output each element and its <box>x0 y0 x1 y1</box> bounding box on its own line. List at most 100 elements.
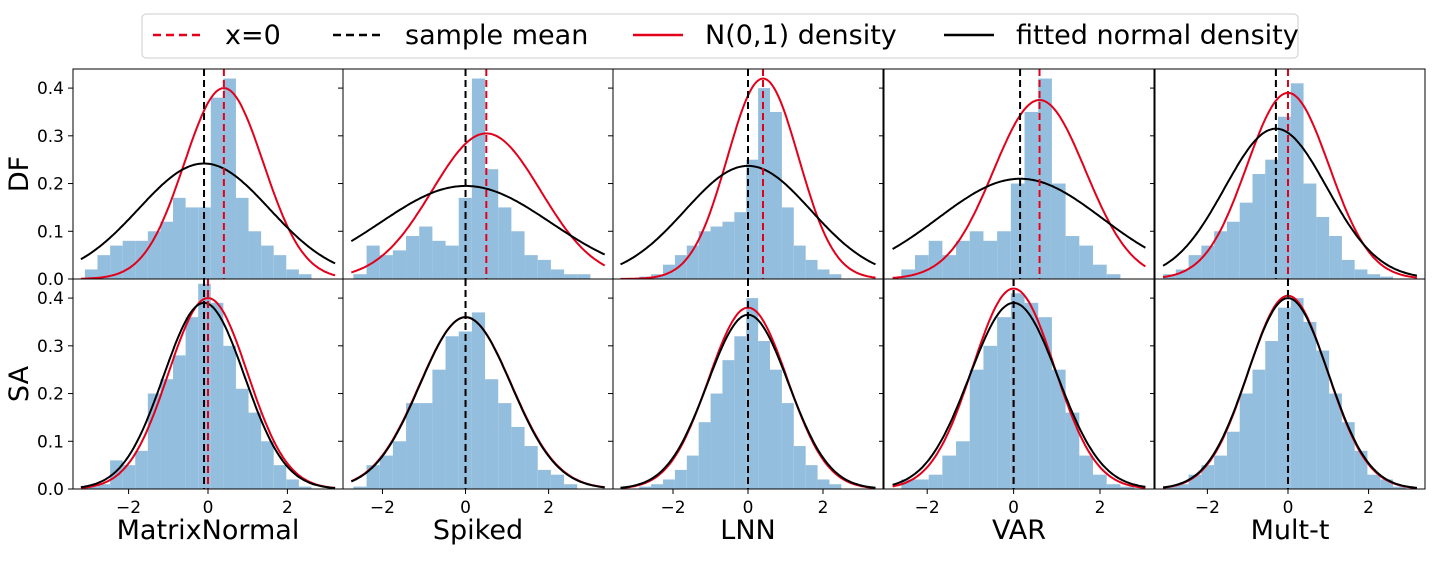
histogram-bar <box>160 379 174 489</box>
histogram-bar <box>1106 484 1121 489</box>
histogram-bar <box>1329 393 1342 489</box>
histogram-bar <box>392 250 407 279</box>
histogram-bar <box>722 360 735 489</box>
x-tick-label: 0 <box>203 498 214 518</box>
y-tick-label: 0.3 <box>37 337 64 357</box>
legend-label-1: sample mean <box>405 20 588 51</box>
histogram-bar <box>1024 302 1039 489</box>
histogram-bar <box>686 455 699 489</box>
histogram-bar <box>353 486 367 489</box>
histogram-bar <box>746 298 759 489</box>
histogram-bar <box>1051 183 1066 279</box>
histogram-bar <box>1214 455 1227 489</box>
histogram-bar <box>758 88 771 279</box>
histogram-bar <box>273 255 287 279</box>
x-tick-label: 2 <box>1095 498 1106 518</box>
histogram-bar <box>829 274 842 279</box>
column-label-Mult-t: Mult-t <box>1251 515 1330 546</box>
column-label-Spiked: Spiked <box>433 515 523 546</box>
x-tick-label: −2 <box>915 498 940 518</box>
histogram-bar <box>1093 474 1107 489</box>
panel-plot-area <box>620 279 876 489</box>
histogram-bar <box>392 441 407 489</box>
histogram-bar <box>722 221 735 279</box>
histogram-bar <box>1010 293 1025 489</box>
n01-density-curve <box>80 87 336 279</box>
histogram-bar <box>261 441 274 489</box>
histogram-bar <box>928 240 943 279</box>
histogram-bar <box>1265 341 1279 489</box>
histogram-bar <box>471 78 486 279</box>
histogram-bar <box>928 474 943 489</box>
n01-density-curve <box>80 297 336 489</box>
x-tick-label: 0 <box>1283 498 1294 518</box>
panel-SA-Spiked: −2 0 2 <box>338 278 614 518</box>
fitted-density-curve <box>892 301 1146 488</box>
histogram-bar <box>1226 431 1240 489</box>
histogram-bar <box>663 479 675 489</box>
histogram-bar <box>406 236 420 279</box>
histogram-bar <box>817 479 830 489</box>
histogram-bar <box>710 393 723 489</box>
histogram-bar <box>185 207 199 279</box>
histogram-bar <box>298 274 312 279</box>
histogram-bar <box>781 207 794 279</box>
histogram-bar <box>1120 486 1135 489</box>
histogram-bar <box>901 479 915 489</box>
legend-label-3: fitted normal density <box>1016 20 1299 51</box>
x-tick-label: 0 <box>1008 498 1019 518</box>
histogram-bar <box>261 245 274 279</box>
y-tick-label: 0.3 <box>37 127 64 147</box>
histogram-bar <box>983 240 998 279</box>
histogram-bar <box>273 465 287 489</box>
panel-DF-MatrixNormal: 0.0 0.1 0.2 0.3 0.4 <box>37 68 344 290</box>
histogram-bar <box>97 255 111 279</box>
n01-density-curve <box>1162 91 1418 279</box>
panel-plot-area <box>892 69 1146 279</box>
n01-density-curve <box>351 132 606 274</box>
histogram-bar <box>379 255 393 279</box>
x-tick-label: −2 <box>116 498 141 518</box>
histogram-bar <box>1278 307 1291 489</box>
fitted-density-curve <box>1162 127 1418 277</box>
histogram-bar <box>942 255 957 279</box>
histogram-bar <box>793 446 806 489</box>
axis-labels: MatrixNormal Spiked LNN VAR Mult-t DF SA <box>4 156 1329 546</box>
histogram-bar <box>185 317 199 489</box>
histogram-bar <box>1341 422 1355 489</box>
histogram-bar <box>366 465 380 489</box>
x-tick-label: −2 <box>1195 498 1220 518</box>
histogram-bar <box>458 331 472 489</box>
histogram-bar <box>1303 183 1317 279</box>
histogram-bar <box>829 484 842 489</box>
legend-label-0: x=0 <box>225 20 281 51</box>
histogram-bar <box>758 341 771 489</box>
histogram-bar <box>956 240 970 279</box>
panel-plot-area <box>1162 69 1418 279</box>
y-tick-label: 0.1 <box>37 432 64 452</box>
histogram-bar <box>160 221 174 279</box>
histogram-bar <box>110 245 123 279</box>
legend-label-2: N(0,1) density <box>705 20 897 51</box>
histogram-bar <box>419 403 433 489</box>
histogram-bar <box>805 259 818 279</box>
histogram-bar <box>235 197 249 279</box>
histogram-bar <box>969 369 984 489</box>
histogram-bar <box>379 455 393 489</box>
x-tick-label: 2 <box>543 498 554 518</box>
histogram-bar <box>1051 369 1066 489</box>
fitted-density-curve <box>80 162 336 265</box>
panel-SA-VAR: −2 0 2 <box>879 278 1155 518</box>
histogram-bar <box>432 369 446 489</box>
panel-plot-area <box>80 279 336 489</box>
histogram-bar <box>1065 236 1080 279</box>
histogram-bar <box>135 450 148 489</box>
histogram-bar <box>248 231 262 279</box>
fitted-density-curve <box>620 164 876 266</box>
y-tick-label: 0.4 <box>37 289 64 309</box>
histogram-bar <box>686 245 699 279</box>
histogram-bar <box>1354 450 1368 489</box>
histogram-bar <box>235 388 249 489</box>
histogram-bar <box>1214 231 1227 279</box>
histogram-bar <box>734 336 747 489</box>
